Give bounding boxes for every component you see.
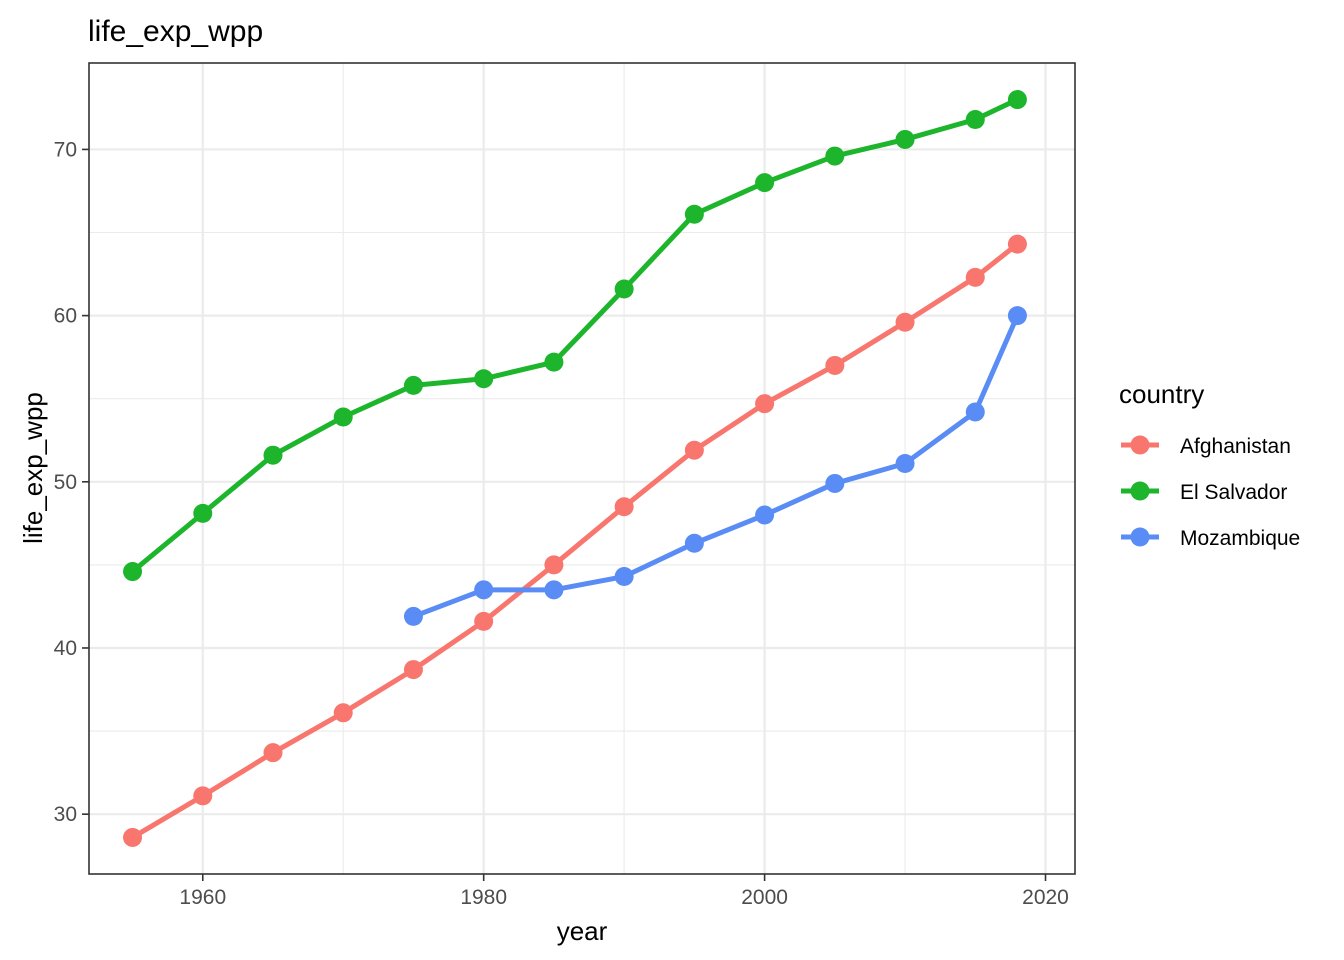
data-point <box>333 703 353 723</box>
y-tick-label: 30 <box>54 803 77 826</box>
data-point <box>1007 234 1027 254</box>
legend-key-point <box>1130 435 1150 455</box>
legend-label: El Salvador <box>1180 481 1287 504</box>
x-axis-title: year <box>557 916 608 946</box>
data-point <box>755 394 775 414</box>
data-point <box>193 503 213 523</box>
legend-label: Afghanistan <box>1180 435 1291 458</box>
series-mozambique <box>403 306 1027 626</box>
series-el-salvador <box>123 90 1027 582</box>
panel-border <box>88 62 1076 875</box>
legend: country Afghanistan El Salvador Mozambique <box>1119 379 1300 550</box>
y-tick-label: 60 <box>54 305 77 328</box>
data-point <box>193 786 213 806</box>
data-point <box>614 497 634 517</box>
axes: 1960 1980 2000 2020 30 40 50 60 70 <box>54 138 1069 909</box>
data-point <box>684 204 704 224</box>
series-layer <box>123 90 1027 847</box>
series-line <box>130 97 1019 574</box>
data-point <box>684 533 704 553</box>
x-tick-label: 1960 <box>179 886 226 909</box>
legend-label: Mozambique <box>1180 527 1300 550</box>
legend-item: Afghanistan <box>1121 435 1291 458</box>
x-tick-label: 2000 <box>741 886 788 909</box>
data-point <box>684 440 704 460</box>
data-point <box>403 606 423 626</box>
data-point <box>544 352 564 372</box>
legend-key-point <box>1130 527 1150 547</box>
grid-lines <box>89 63 1075 874</box>
y-tick-label: 40 <box>54 637 77 660</box>
data-point <box>965 402 985 422</box>
data-point <box>895 129 915 149</box>
y-tick-label: 50 <box>54 471 77 494</box>
data-point <box>403 660 423 680</box>
data-point <box>825 146 845 166</box>
chart-title: life_exp_wpp <box>88 15 263 48</box>
x-tick-label: 2020 <box>1022 886 1069 909</box>
data-point <box>755 505 775 525</box>
data-point <box>474 580 494 600</box>
data-point <box>965 267 985 287</box>
y-tick-label: 70 <box>54 138 77 161</box>
data-point <box>895 454 915 474</box>
series-line <box>131 242 1019 840</box>
data-point <box>825 355 845 375</box>
data-point <box>123 562 143 582</box>
data-point <box>825 473 845 493</box>
data-point <box>965 110 985 130</box>
data-point <box>614 567 634 587</box>
legend-key-point <box>1130 481 1150 501</box>
data-point <box>474 611 494 631</box>
data-point <box>263 445 283 465</box>
data-point <box>614 279 634 299</box>
data-point <box>544 580 564 600</box>
data-point <box>403 375 423 395</box>
data-point <box>123 827 143 847</box>
series-afghanistan <box>123 234 1027 847</box>
legend-title: country <box>1119 379 1204 409</box>
legend-item: Mozambique <box>1121 527 1300 550</box>
data-point <box>333 407 353 427</box>
data-point <box>1007 306 1027 326</box>
legend-item: El Salvador <box>1121 481 1287 504</box>
data-point <box>263 743 283 763</box>
series-line <box>412 314 1020 619</box>
data-point <box>1007 90 1027 110</box>
data-point <box>474 369 494 389</box>
x-tick-label: 1980 <box>460 886 507 909</box>
data-point <box>755 173 775 193</box>
data-point <box>895 312 915 332</box>
data-point <box>544 555 564 575</box>
y-axis-title: life_exp_wpp <box>18 392 48 544</box>
